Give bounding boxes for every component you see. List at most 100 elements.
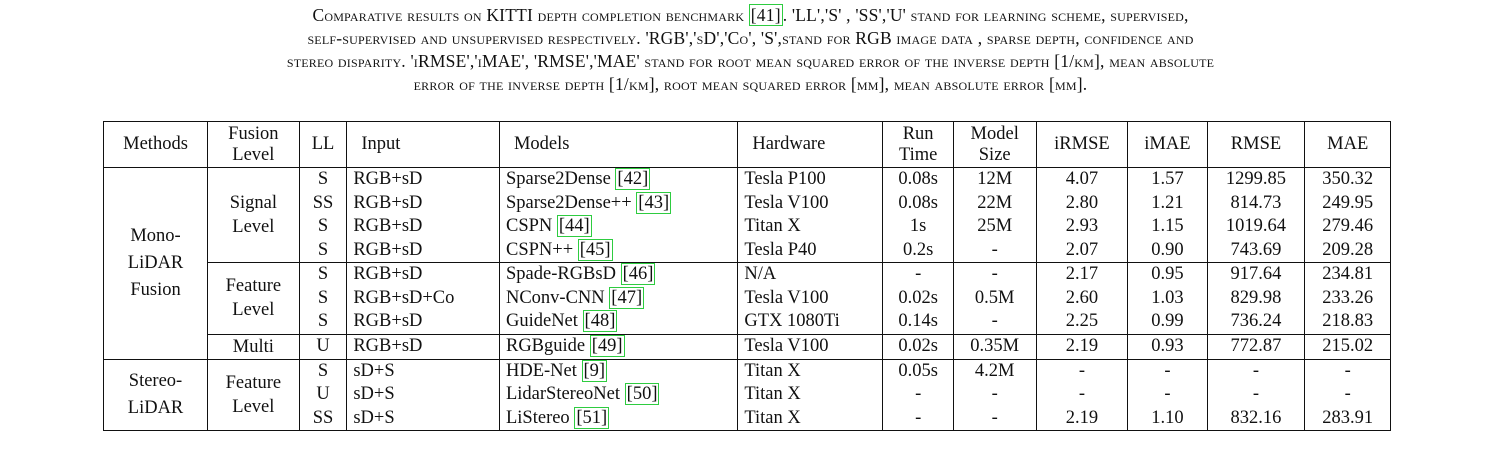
model-size-cell-text: - (991, 384, 998, 404)
learning-scheme-cell-text: U (316, 384, 330, 404)
hardware-cell-text: GTX 1080Ti (744, 311, 840, 331)
mae-cell-text: 209.28 (1322, 239, 1374, 260)
hardware-cell: Titan X (737, 383, 884, 407)
rmse-cell-text: 1299.85 (1225, 169, 1287, 189)
model-cell-text: GuideNet (505, 311, 578, 331)
model-size-cell: 12M (952, 167, 1037, 192)
rmse-cell-text: 743.69 (1230, 239, 1282, 260)
column-header: Model Size (952, 121, 1037, 168)
irmse-cell-text: 2.19 (1065, 407, 1099, 428)
citation-link[interactable]: [49] (589, 334, 625, 357)
model-size-cell-text: - (991, 239, 998, 260)
model-size-cell-text: - (991, 407, 998, 428)
citation-link[interactable]: [44] (556, 215, 592, 237)
column-header-text: Level (232, 144, 275, 165)
model-size-cell: - (952, 238, 1037, 263)
fusion-level-cell: Signal Level (207, 167, 300, 263)
imae-cell-text: - (1164, 384, 1171, 404)
model-cell-text: LiStereo (505, 407, 570, 428)
citation-link[interactable]: [46] (620, 263, 656, 285)
column-header: MAE (1304, 121, 1391, 168)
learning-scheme-cell: S (298, 310, 348, 334)
hardware-cell-text: Titan X (744, 216, 801, 236)
fusion-level-label: Level (232, 217, 275, 237)
method-cell: Mono- LiDAR Fusion (102, 167, 209, 359)
rmse-cell: 736.24 (1206, 310, 1306, 334)
rmse-cell-text: 736.24 (1230, 311, 1282, 331)
hardware-cell: Titan X (737, 358, 884, 383)
learning-scheme-cell: U (298, 333, 348, 359)
caption-text: stereo disparity. 'iRMSE','iMAE', 'RMSE'… (286, 51, 1215, 71)
irmse-cell: - (1035, 358, 1129, 383)
column-header: LL (298, 121, 348, 168)
run-time-cell-text: - (915, 264, 922, 284)
table-row: SS sD+S LiStereo [51] Titan X - -2.19 1.10 832.… (104, 406, 1391, 431)
mae-cell-text: 233.26 (1322, 287, 1374, 308)
run-time-cell-text: 1s (909, 216, 927, 236)
model-cell-text: RGBguide (505, 335, 586, 356)
model-size-cell-text: 22M (977, 192, 1013, 213)
citation-link[interactable]: [45] (577, 238, 613, 261)
citation-link[interactable]: [43] (636, 191, 672, 214)
rmse-cell: 772.87 (1206, 333, 1306, 359)
hardware-cell: GTX 1080Ti (737, 310, 884, 334)
model-cell-text: LidarStereoNet (505, 384, 621, 404)
mae-cell-text: 249.95 (1322, 192, 1374, 213)
table-row: Multi U RGB+sD RGBguide [49] Tesla V100 0.02s… (104, 333, 1391, 359)
input-cell: RGB+sD (346, 310, 500, 334)
column-header-text: Input (361, 134, 401, 154)
citation-link[interactable]: [42] (615, 168, 651, 190)
mae-cell: 233.26 (1304, 286, 1391, 310)
imae-cell: - (1127, 383, 1208, 407)
mae-cell-text: 279.46 (1322, 216, 1374, 236)
citation-link[interactable]: [9] (581, 359, 608, 382)
model-size-cell: 4.2M (952, 358, 1037, 383)
rmse-cell-text: - (1252, 360, 1260, 381)
imae-cell-text: 1.21 (1151, 192, 1184, 213)
run-time-cell-text: 0.08s (898, 192, 938, 213)
run-time-cell-text: 0.02s (898, 287, 938, 308)
citation-link[interactable]: [48] (582, 310, 618, 332)
imae-cell-text: 0.90 (1151, 239, 1184, 260)
mae-cell-text: 215.02 (1322, 335, 1374, 356)
learning-scheme-cell-text: S (317, 216, 329, 236)
fusion-level-cell: Multi (207, 333, 300, 359)
column-header: Run Time (882, 121, 954, 168)
learning-scheme-cell-text: S (317, 169, 329, 189)
rmse-cell: 832.16 (1206, 406, 1306, 431)
input-cell: RGB+sD (346, 167, 500, 192)
irmse-cell-text: 2.19 (1065, 335, 1099, 356)
model-cell-text: Sparse2Dense++ (505, 192, 632, 213)
input-cell: sD+S (346, 406, 500, 431)
rmse-cell: 743.69 (1206, 238, 1306, 263)
caption-line: self-supervised and unsupervised respect… (40, 27, 1461, 50)
table-row: S RGB+sD CSPN [44] Titan X 1s 25M 2.93 1.15 1019… (104, 215, 1391, 239)
imae-cell: 1.57 (1127, 167, 1208, 192)
column-header-text: Model (970, 123, 1019, 144)
column-header: Fusion Level (207, 121, 300, 168)
run-time-cell: 0.2s (882, 238, 954, 263)
learning-scheme-cell: SS (298, 191, 348, 215)
mae-cell: - (1304, 383, 1391, 407)
run-time-cell-text: 0.05s (898, 360, 938, 381)
rmse-cell-text: 1019.64 (1225, 216, 1287, 236)
mae-cell: 234.81 (1304, 262, 1391, 287)
fusion-level-label: Level (232, 300, 275, 321)
model-size-cell: 25M (952, 215, 1037, 239)
citation-link[interactable]: [41] (748, 4, 783, 26)
run-time-cell: 0.08s (882, 191, 954, 215)
rmse-cell: 917.64 (1206, 262, 1306, 287)
citation-link[interactable]: [50] (624, 383, 660, 405)
table-caption: Comparative results on KITTI depth compl… (40, 4, 1461, 96)
rmse-cell: 814.73 (1206, 191, 1306, 215)
mae-cell: 215.02 (1304, 333, 1391, 359)
citation-link[interactable]: [51] (574, 406, 610, 429)
irmse-cell-text: 4.07 (1065, 169, 1099, 189)
input-cell: sD+S (346, 358, 500, 383)
imae-cell-text: 1.15 (1151, 216, 1184, 236)
rmse-cell: 829.98 (1206, 286, 1306, 310)
learning-scheme-cell-text: S (317, 264, 329, 284)
input-cell-text: sD+S (353, 384, 395, 404)
citation-link[interactable]: [47] (609, 286, 645, 309)
column-header: Methods (102, 121, 209, 168)
